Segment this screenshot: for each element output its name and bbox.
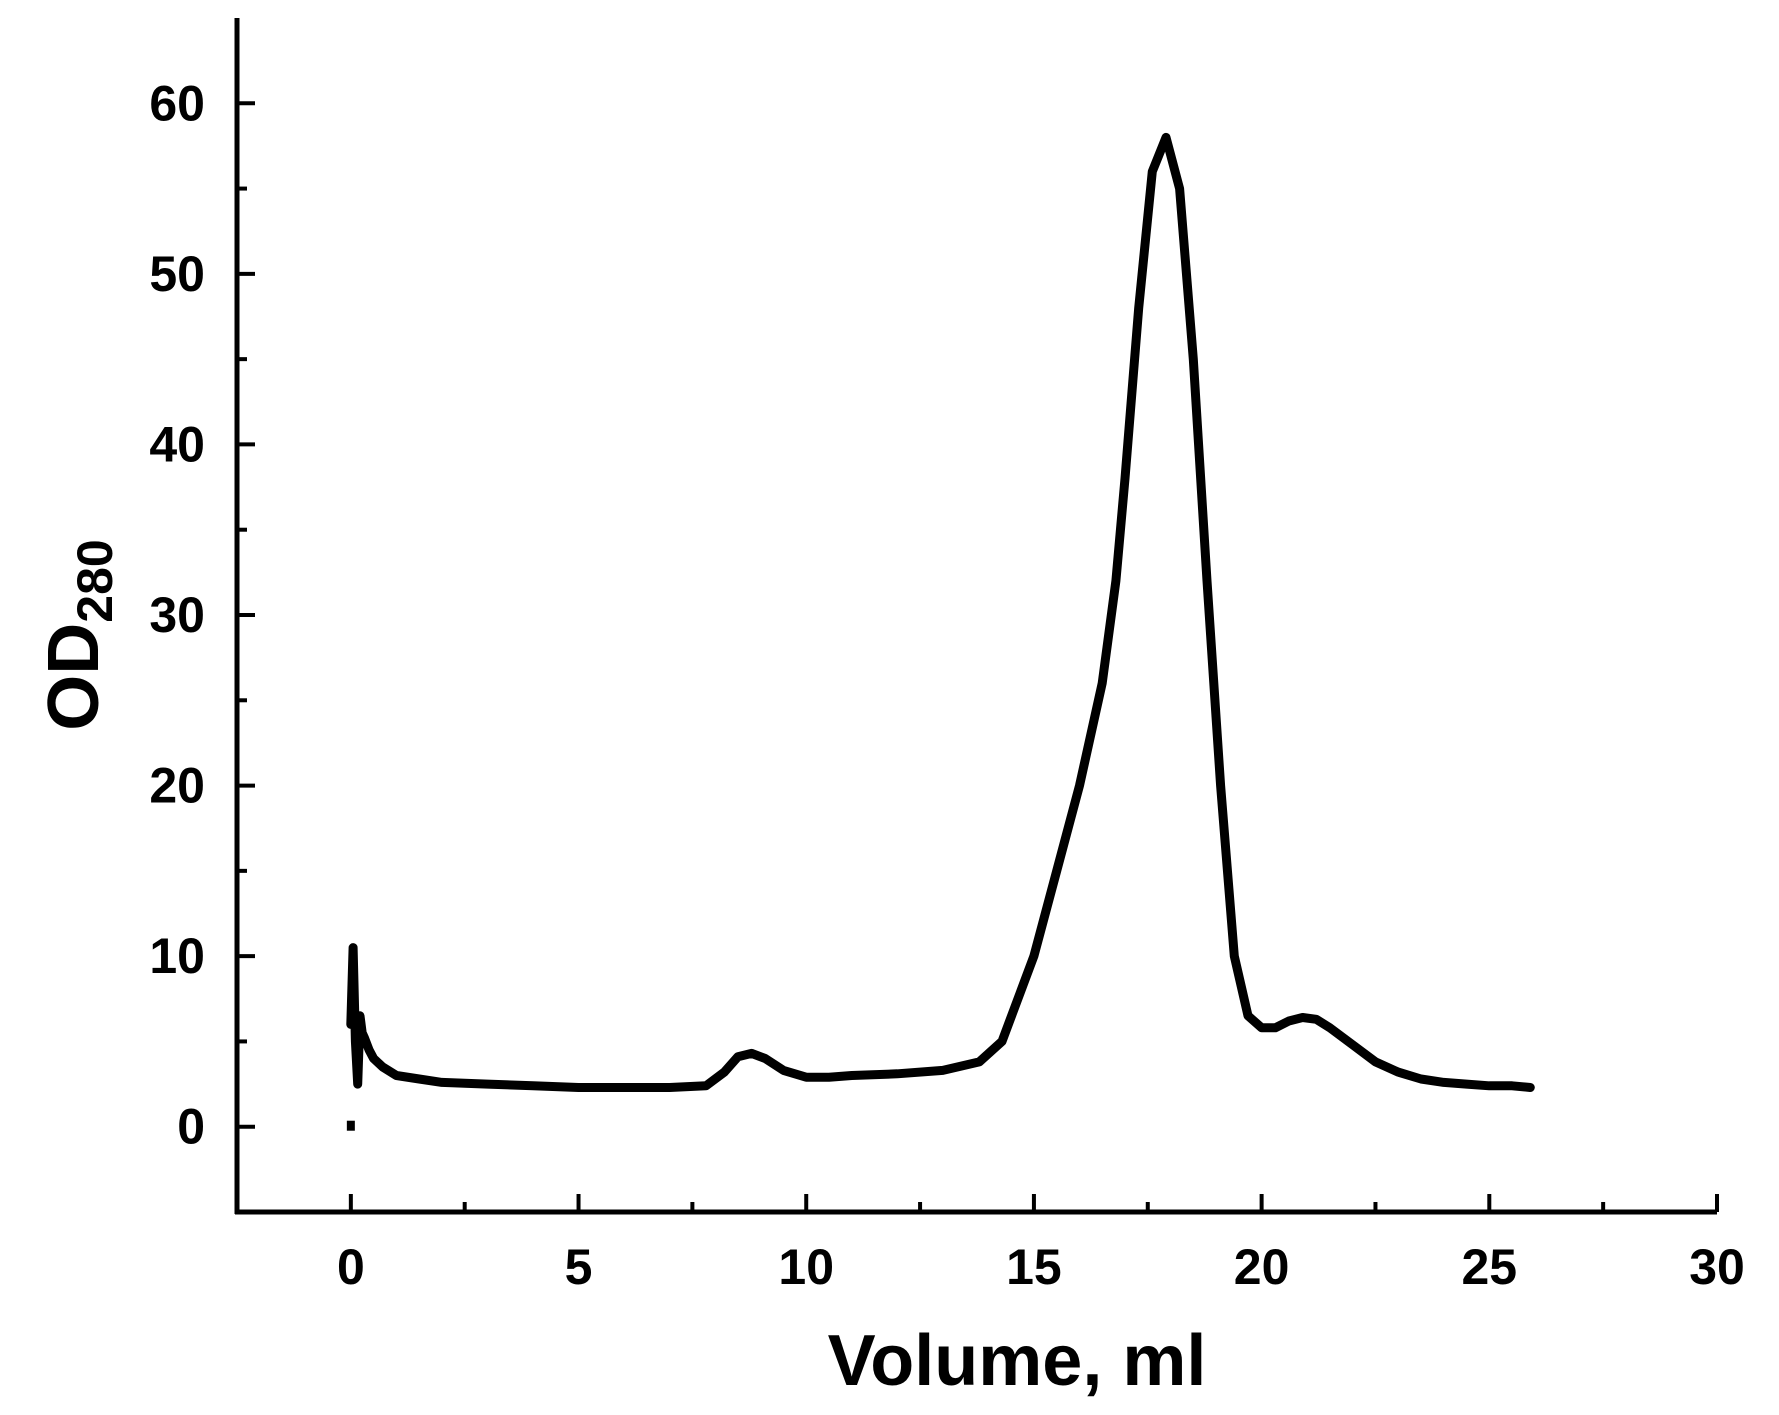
x-tick-label: 25 <box>1461 1239 1517 1295</box>
y-tick-label: 60 <box>149 75 205 131</box>
x-axis-title: Volume, ml <box>828 1321 1207 1401</box>
ticks <box>237 101 1719 1214</box>
x-tick-label: 15 <box>1006 1239 1062 1295</box>
tick-labels: 0 5 10 15 20 25 30 0 10 20 30 40 50 60 <box>149 75 1744 1295</box>
x-tick-label: 5 <box>565 1239 593 1295</box>
y-tick-label: 50 <box>149 246 205 302</box>
axes <box>234 18 1717 1215</box>
x-tick-label: 0 <box>337 1239 365 1295</box>
x-tick-label: 10 <box>778 1239 834 1295</box>
od280-trace <box>346 132 1535 1092</box>
y-axis-title-main: OD <box>34 623 114 731</box>
y-axis-title: OD280 <box>34 539 123 730</box>
y-tick-label: 10 <box>149 928 205 984</box>
x-tick-label: 20 <box>1234 1239 1290 1295</box>
x-tick-label: 30 <box>1689 1239 1745 1295</box>
y-tick-label: 0 <box>177 1099 205 1155</box>
y-axis-title-sub: 280 <box>67 539 123 622</box>
series-layer <box>346 132 1535 1131</box>
y-tick-label: 30 <box>149 587 205 643</box>
y-tick-label: 40 <box>149 416 205 472</box>
y-tick-label: 20 <box>149 758 205 814</box>
origin-marker <box>346 1120 355 1131</box>
